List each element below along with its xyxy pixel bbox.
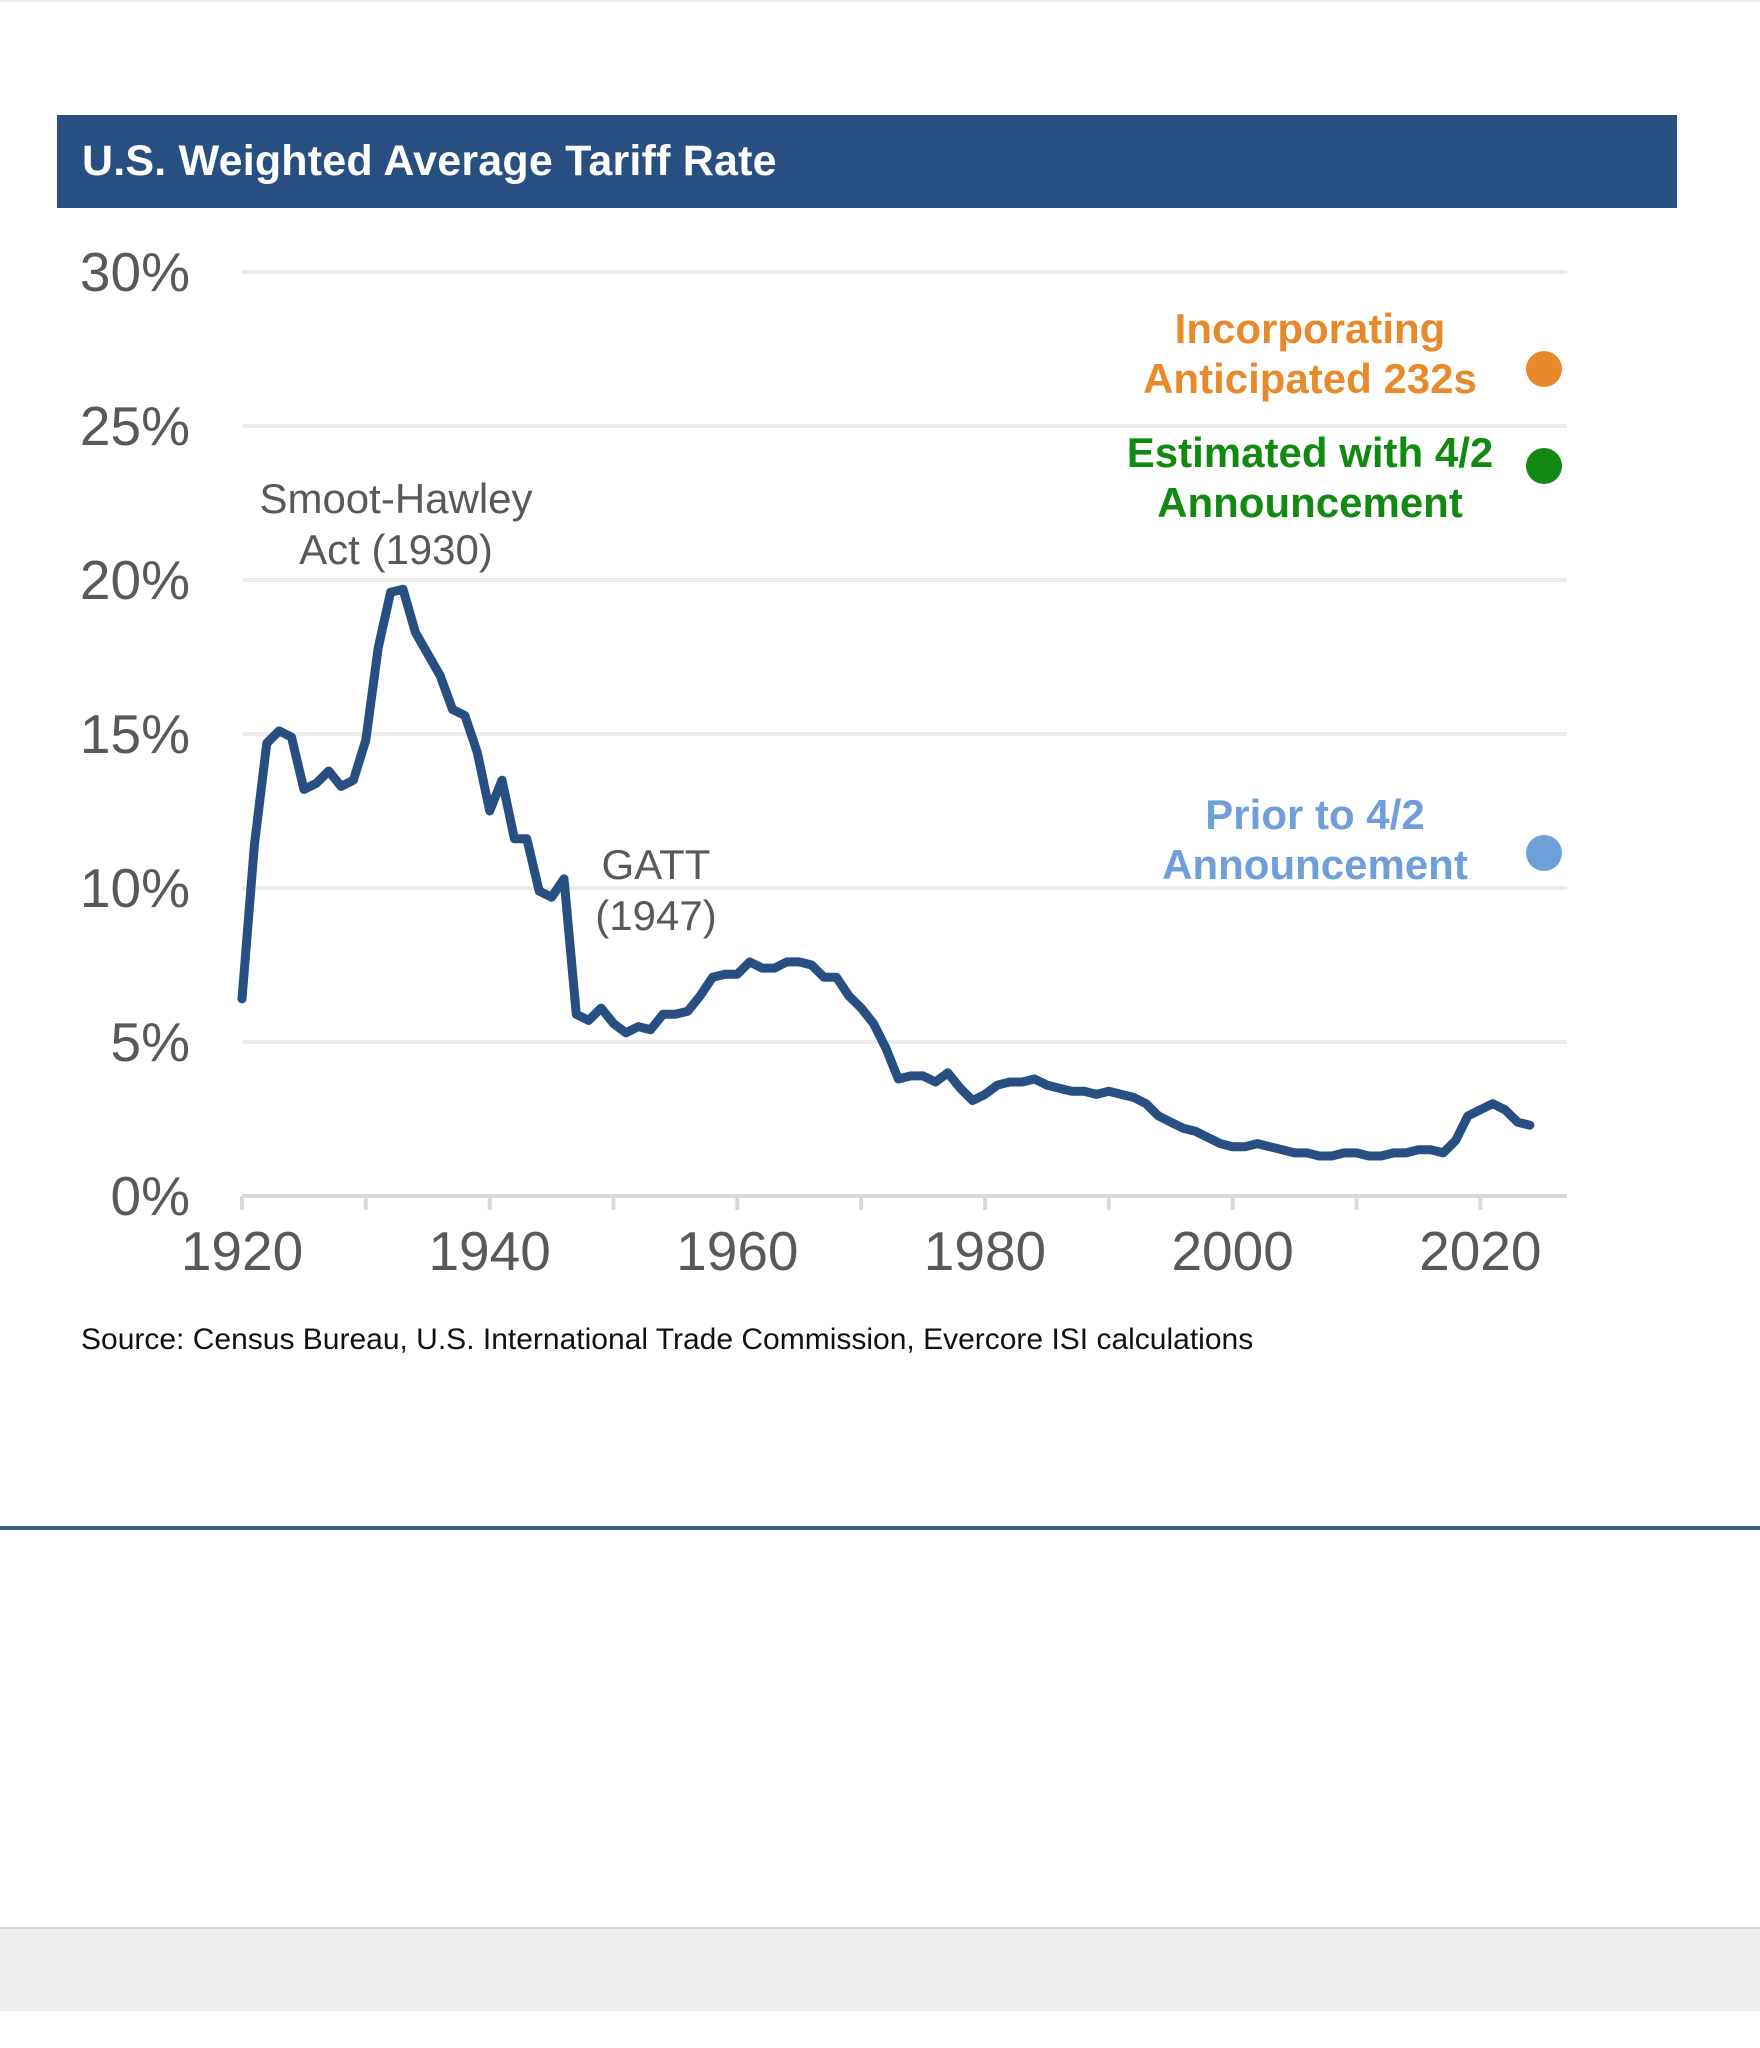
y-tick-label: 20% [80,549,190,611]
y-tick-label: 5% [111,1011,191,1073]
gridlines [242,270,1567,1044]
legend-label-prior-line-1: Prior to 4/2 [1205,791,1425,838]
series-group [237,584,1535,1161]
chart-title: U.S. Weighted Average Tariff Rate [82,137,777,185]
y-tick-label: 30% [80,241,190,303]
series-line-0 [237,584,1535,1161]
y-axis-labels: 0% 5% 10% 15% 20% 25% 30% [80,241,190,1227]
annotation-gatt-line-2: (1947) [595,892,717,939]
x-axis-labels: 1920 1940 1960 1980 2000 2020 [181,1220,1542,1282]
x-tick-label: 1980 [924,1220,1046,1282]
annotation-gatt-line-1: GATT [601,841,711,888]
y-tick-label: 15% [80,703,190,765]
legend-label-prior-line-2: Announcement [1162,841,1468,888]
y-tick-label: 0% [111,1165,191,1227]
legend-label-prior: Prior to 4/2 Announcement [1110,790,1520,890]
chart-title-bar: U.S. Weighted Average Tariff Rate [57,115,1677,208]
legend-label-estimated-line-1: Estimated with 4/2 [1126,429,1494,476]
annotation-smoot-hawley-line-2: Act (1930) [299,526,493,573]
legend-label-estimated-line-2: Announcement [1157,479,1463,526]
annotation-smoot-hawley: Smoot-Hawley Act (1930) [236,473,556,575]
legend-markers [1526,351,1562,871]
x-axis [240,1194,1567,1210]
x-tick-label: 2020 [1419,1220,1541,1282]
y-tick-label: 25% [80,395,190,457]
annotation-smoot-hawley-line-1: Smoot-Hawley [259,475,533,522]
x-tick-label: 1960 [676,1220,798,1282]
x-tick-label: 1940 [428,1220,550,1282]
legend-label-anticipated-line-2: Anticipated 232s [1143,355,1477,402]
legend-dot-anticipated [1526,351,1562,387]
x-tick-label: 2000 [1171,1220,1293,1282]
legend-label-anticipated-line-1: Incorporating [1174,305,1446,352]
line-chart: 0% 5% 10% 15% 20% 25% 30% 1920 1940 1960 1980 2000… [80,241,1567,1282]
footer-band [0,1927,1760,2011]
legend-label-estimated: Estimated with 4/2 Announcement [1100,428,1520,528]
legend-dot-prior [1526,835,1562,871]
annotation-gatt: GATT (1947) [556,839,756,941]
y-tick-label: 10% [80,857,190,919]
legend-dot-estimated [1526,448,1562,484]
source-note: Source: Census Bureau, U.S. Internationa… [81,1323,1254,1356]
section-divider [0,1526,1760,1530]
x-tick-label: 1920 [181,1220,303,1282]
legend-label-anticipated: Incorporating Anticipated 232s [1100,304,1520,404]
top-rule [0,0,1760,2]
